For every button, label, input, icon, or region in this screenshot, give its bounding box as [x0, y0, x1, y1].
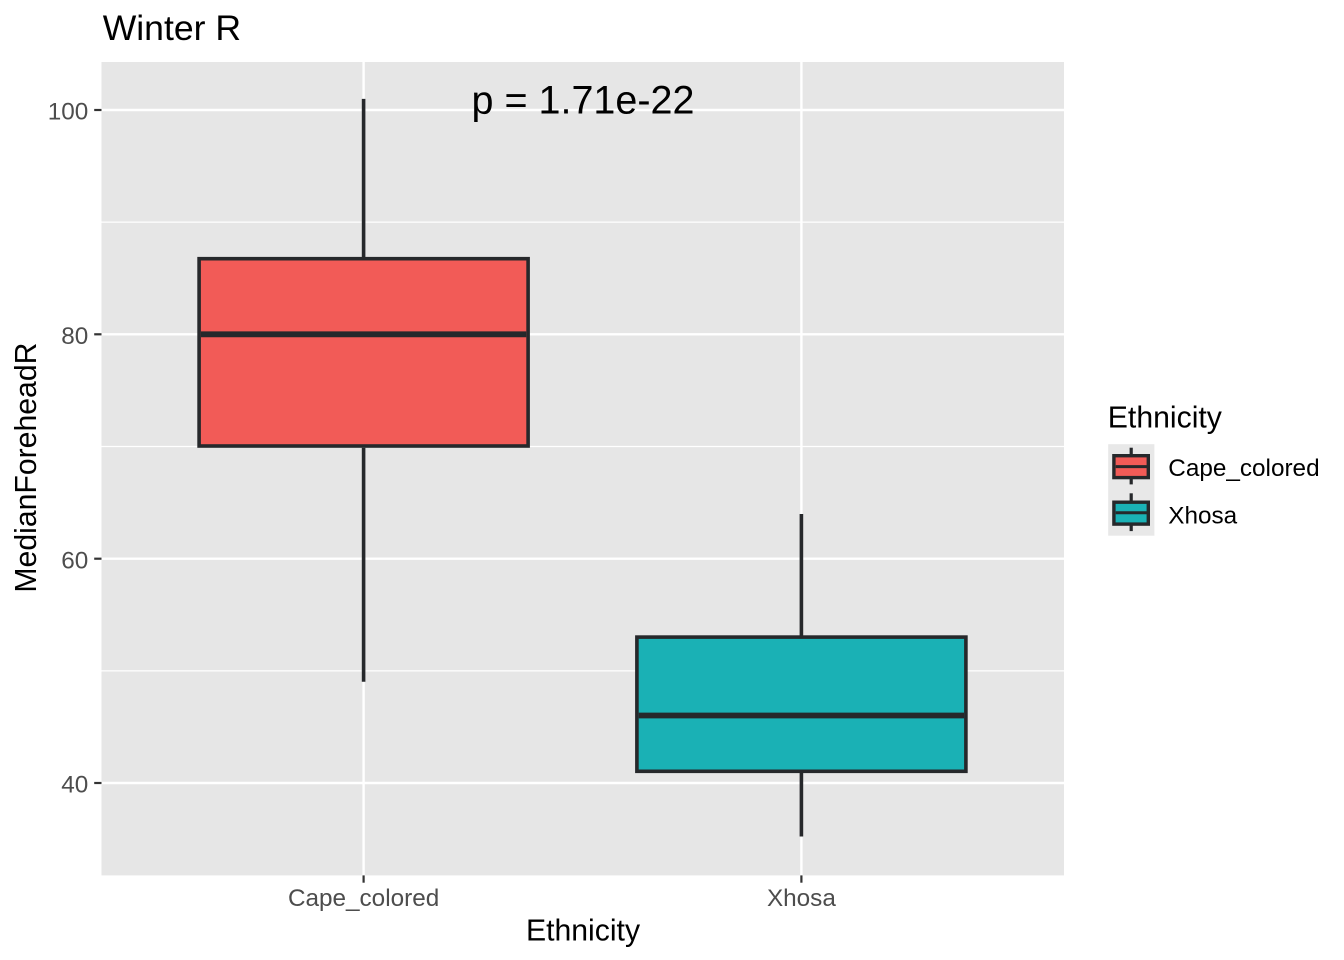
- svg-text:p = 1.71e-22: p = 1.71e-22: [472, 78, 695, 122]
- svg-text:Cape_colored: Cape_colored: [1168, 455, 1319, 482]
- svg-text:Cape_colored: Cape_colored: [288, 885, 439, 912]
- svg-text:Winter R: Winter R: [103, 8, 241, 48]
- svg-text:40: 40: [61, 772, 88, 799]
- svg-text:Ethnicity: Ethnicity: [1108, 401, 1223, 434]
- svg-text:60: 60: [61, 547, 88, 574]
- svg-text:MedianForeheadR: MedianForeheadR: [10, 343, 43, 593]
- svg-text:80: 80: [61, 323, 88, 350]
- svg-text:Xhosa: Xhosa: [767, 885, 836, 912]
- svg-text:Xhosa: Xhosa: [1168, 502, 1237, 529]
- svg-text:Ethnicity: Ethnicity: [526, 914, 641, 947]
- svg-text:100: 100: [48, 99, 89, 126]
